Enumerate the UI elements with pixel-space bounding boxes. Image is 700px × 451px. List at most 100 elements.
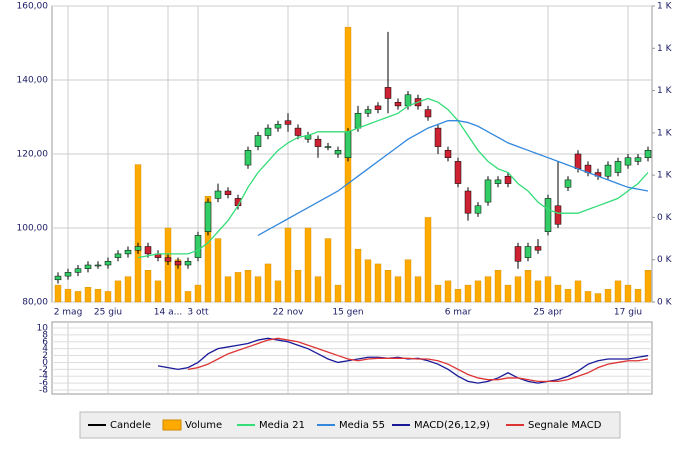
- y-tick-label: 10: [37, 324, 49, 334]
- volume-bar: [64, 289, 72, 303]
- y-tick-label: -2: [39, 365, 48, 375]
- candle-body: [104, 261, 112, 266]
- volume-bar: [594, 293, 602, 303]
- volume-bar: [74, 291, 82, 303]
- candle-body: [384, 87, 392, 99]
- volume-bar: [274, 280, 282, 303]
- volume-bar: [584, 291, 592, 303]
- volume-bar: [284, 227, 292, 303]
- candle-body: [644, 150, 652, 158]
- volume-bar: [254, 276, 262, 303]
- y2-tick-label: 1 K: [657, 171, 673, 181]
- volume-bar: [574, 280, 582, 303]
- candle-body: [564, 179, 572, 188]
- candle-body: [84, 264, 92, 269]
- volume-bar: [444, 280, 452, 303]
- volume-bar: [224, 276, 232, 303]
- volume-bar: [404, 259, 412, 303]
- y2-tick-label: 0 K: [657, 213, 673, 223]
- legend-label: Volume: [185, 420, 222, 431]
- y-tick-label: 160,00: [17, 2, 49, 12]
- y-tick-label: 100,00: [17, 224, 49, 234]
- candle-body: [544, 198, 552, 232]
- volume-bar: [54, 284, 62, 303]
- volume-bar: [454, 289, 462, 303]
- y2-tick-label: 1 K: [657, 44, 673, 54]
- y2-tick-label: 1 K: [657, 128, 673, 138]
- volume-bar: [294, 270, 302, 303]
- volume-bar: [394, 276, 402, 303]
- x-tick-label: 22 nov: [273, 308, 305, 318]
- volume-bar: [354, 248, 362, 303]
- volume-bar: [474, 280, 482, 303]
- volume-bar: [154, 280, 162, 303]
- volume-bar: [114, 280, 122, 303]
- candle-body: [494, 179, 502, 184]
- volume-bar: [214, 238, 222, 303]
- x-tick-label: 17 giu: [614, 308, 642, 318]
- candle-body: [424, 109, 432, 118]
- candle-body: [224, 190, 232, 195]
- candle-body: [294, 127, 302, 136]
- candle-body: [524, 246, 532, 258]
- y-tick-label: 80,00: [22, 298, 48, 308]
- y2-tick-label: 0 K: [657, 255, 673, 265]
- candle-body: [64, 272, 72, 277]
- x-tick-label: 25 giu: [94, 308, 122, 318]
- candle-body: [194, 235, 202, 258]
- candle-body: [54, 275, 62, 281]
- volume-bar: [494, 270, 502, 303]
- candle-body: [324, 146, 332, 148]
- volume-bar: [384, 270, 392, 303]
- candle-body: [314, 138, 322, 147]
- candle-body: [364, 109, 372, 114]
- candle-body: [434, 127, 442, 147]
- candle-body: [354, 113, 362, 129]
- candle-body: [244, 150, 252, 166]
- x-tick-label: 14 a...: [154, 308, 182, 318]
- legend-label: Media 55: [339, 420, 385, 431]
- volume-bar: [374, 263, 382, 303]
- volume-bar: [84, 287, 92, 303]
- y-tick-label: 140,00: [17, 76, 49, 86]
- volume-bar: [464, 284, 472, 303]
- volume-bar: [104, 291, 112, 303]
- volume-bar: [504, 284, 512, 303]
- candle-body: [74, 268, 82, 273]
- candle-body: [394, 101, 402, 107]
- legend-swatch: [162, 419, 182, 431]
- candle-body: [514, 246, 522, 262]
- x-tick-label: 2 mag: [54, 308, 83, 318]
- candle-body: [94, 264, 102, 267]
- volume-bar: [244, 270, 252, 303]
- y-tick-label: -6: [39, 379, 48, 389]
- candle-body: [124, 249, 132, 255]
- volume-bar: [524, 270, 532, 303]
- candle-body: [444, 150, 452, 158]
- volume-bar: [624, 284, 632, 303]
- legend-label: MACD(26,12,9): [414, 420, 490, 431]
- volume-bar: [134, 164, 142, 303]
- volume-bar: [334, 284, 342, 303]
- volume-bar: [544, 276, 552, 303]
- candle-body: [144, 246, 152, 255]
- volume-bar: [414, 276, 422, 303]
- volume-bar: [644, 270, 652, 303]
- candle-body: [204, 201, 212, 232]
- candle-body: [164, 257, 172, 262]
- candle-body: [214, 190, 222, 199]
- candle-body: [504, 175, 512, 184]
- legend-label: Media 21: [259, 420, 305, 431]
- volume-bar: [314, 276, 322, 303]
- volume-bar: [184, 291, 192, 303]
- candle-body: [614, 161, 622, 173]
- y-tick-label: 2: [42, 351, 48, 361]
- candle-body: [334, 150, 342, 155]
- candle-body: [134, 246, 142, 251]
- candle-body: [634, 157, 642, 162]
- candle-body: [284, 120, 292, 125]
- line-series: [257, 120, 649, 236]
- x-tick-label: 15 gen: [332, 308, 363, 318]
- candle-body: [274, 124, 282, 129]
- volume-bar: [564, 289, 572, 303]
